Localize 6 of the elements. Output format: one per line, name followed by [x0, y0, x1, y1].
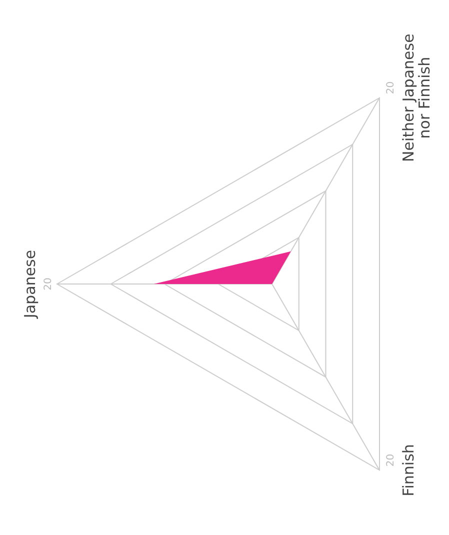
text: 20 — [386, 81, 396, 94]
spoke-label: Finnish — [400, 444, 418, 496]
spoke-label: Neither Japanese nor Finnish — [400, 34, 434, 162]
text: 20 — [386, 454, 396, 467]
text: 20 — [43, 278, 54, 290]
spoke-label: Japanese — [21, 250, 39, 320]
